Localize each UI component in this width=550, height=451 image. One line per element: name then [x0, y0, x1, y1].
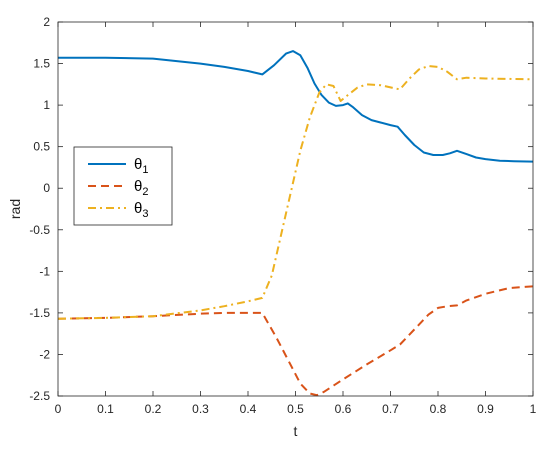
y-tick-label: 2: [43, 15, 50, 29]
x-tick-label: 0.4: [240, 402, 257, 416]
x-tick-label: 1: [530, 402, 537, 416]
y-tick-label: -2.5: [29, 389, 50, 403]
series-line-theta2: [57, 285, 534, 397]
series-line-theta3: [57, 65, 534, 320]
y-tick-label: 0.5: [33, 140, 50, 154]
y-tick-label: 1.5: [33, 57, 50, 71]
series-group: [57, 50, 534, 397]
plot-frame: [57, 21, 534, 397]
x-tick-label: 0.2: [145, 402, 162, 416]
legend-label-theta1: θ1: [134, 156, 148, 176]
x-axis-label: t: [294, 423, 298, 439]
tick-group: 0 0.1 0.2 0.3 0.4 0.5 0.6 0.7 0.8 0.9 1 -2.5 -2 -1.5 -…: [29, 15, 536, 416]
x-tick-label: 0.3: [192, 402, 209, 416]
legend-label-theta3: θ3: [134, 200, 148, 220]
x-tick-label: 0.9: [477, 402, 494, 416]
y-tick-label: 0: [43, 181, 50, 195]
series-line-theta1: [58, 50, 534, 163]
x-tick-label: 0.8: [430, 402, 447, 416]
legend-label-theta2: θ2: [134, 178, 148, 198]
y-tick-label: 1: [43, 98, 50, 112]
y-tick-label: -1.5: [29, 306, 50, 320]
x-tick-label: 0.7: [382, 402, 399, 416]
y-tick-label: -2: [39, 347, 50, 361]
x-tick-label: 0.6: [335, 402, 352, 416]
y-tick-label: -1: [39, 264, 50, 278]
x-tick-label: 0: [55, 402, 62, 416]
y-tick-label: -0.5: [29, 223, 50, 237]
x-tick-label: 0.1: [97, 402, 114, 416]
x-tick-label: 0.5: [287, 402, 304, 416]
y-axis-label: rad: [7, 199, 23, 219]
